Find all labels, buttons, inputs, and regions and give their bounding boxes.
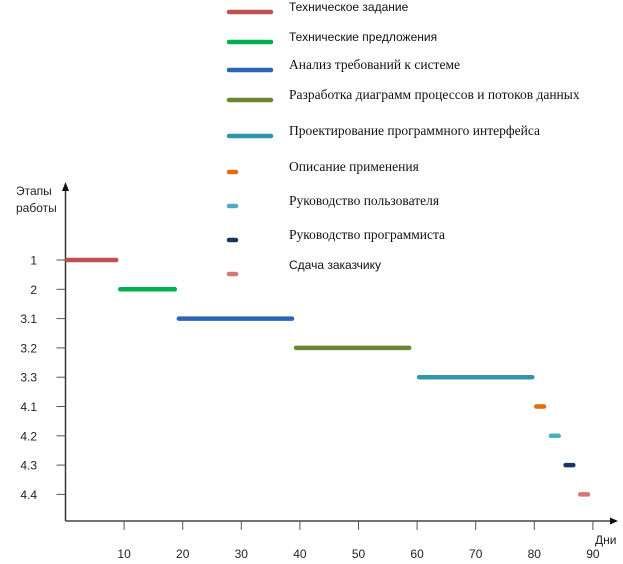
x-tick-label: 10 [117, 547, 131, 561]
y-tick-label: 4.4 [20, 488, 37, 502]
x-tick-label: 20 [176, 547, 190, 561]
y-tick-label: 2 [30, 283, 37, 297]
x-tick-label: 90 [586, 547, 600, 561]
axes: Этапы работы Дни 1 2 3.1 3.2 3.3 4.1 4.2 4.3 4.4 10 2… [16, 182, 618, 561]
x-axis-arrow-icon [610, 517, 618, 525]
legend-label: Технические предложения [289, 30, 437, 44]
x-tick-label: 40 [293, 547, 307, 561]
legend-label: Техническое задание [289, 0, 409, 14]
y-tick-label: 3.3 [20, 371, 37, 385]
legend-label: Анализ требований к системе [289, 57, 460, 72]
legend-label: Сдача заказчику [289, 258, 381, 272]
y-tick-label: 4.1 [20, 400, 37, 414]
legend-label: Разработка диаграмм процессов и потоков … [289, 87, 580, 102]
y-axis-label: Этапы [16, 184, 52, 198]
x-axis-label: Дни [595, 533, 616, 547]
x-tick-label: 70 [469, 547, 483, 561]
x-tick-label: 50 [352, 547, 366, 561]
bars [65, 257, 591, 497]
legend-label: Руководство программиста [289, 227, 445, 242]
x-tick-label: 80 [528, 547, 542, 561]
legend-label: Описание применения [289, 159, 419, 174]
legend-label: Проектирование программного интерфейса [289, 123, 540, 138]
y-tick-label: 1 [30, 254, 37, 268]
y-axis-label: работы [16, 201, 57, 215]
y-tick-label: 3.1 [20, 312, 37, 326]
y-tick-label: 4.3 [20, 459, 37, 473]
y-axis-arrow-icon [62, 182, 69, 191]
y-tick-label: 4.2 [20, 429, 37, 443]
legend: Техническое задание Технические предложен… [226, 0, 580, 277]
y-tick-label: 3.2 [20, 341, 37, 355]
x-tick-label: 60 [410, 547, 424, 561]
x-tick-label: 30 [235, 547, 249, 561]
legend-label: Руководство пользователя [289, 193, 439, 208]
